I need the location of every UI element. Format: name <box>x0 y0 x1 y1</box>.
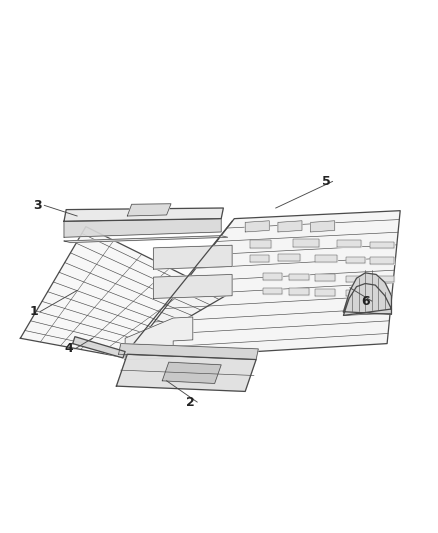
Polygon shape <box>250 255 269 262</box>
Polygon shape <box>315 274 335 281</box>
Polygon shape <box>370 257 394 264</box>
Polygon shape <box>263 288 283 294</box>
Polygon shape <box>343 273 392 316</box>
Text: 1: 1 <box>29 305 38 318</box>
Polygon shape <box>289 274 308 280</box>
Polygon shape <box>315 255 337 262</box>
Polygon shape <box>289 288 308 295</box>
Polygon shape <box>245 221 269 232</box>
Polygon shape <box>125 211 400 360</box>
Polygon shape <box>315 289 335 296</box>
Polygon shape <box>250 240 272 248</box>
Polygon shape <box>64 236 228 243</box>
Polygon shape <box>119 344 258 360</box>
Polygon shape <box>153 245 232 269</box>
Polygon shape <box>125 317 193 360</box>
Polygon shape <box>278 254 300 261</box>
Polygon shape <box>263 273 283 280</box>
Text: 4: 4 <box>64 342 73 356</box>
Polygon shape <box>346 257 365 263</box>
Polygon shape <box>73 337 125 358</box>
Polygon shape <box>153 274 232 298</box>
Text: 3: 3 <box>33 199 42 212</box>
Polygon shape <box>293 239 319 247</box>
Polygon shape <box>64 208 223 221</box>
Polygon shape <box>346 290 365 296</box>
Polygon shape <box>64 219 221 237</box>
Polygon shape <box>20 227 226 357</box>
Polygon shape <box>117 354 256 391</box>
Polygon shape <box>337 240 361 247</box>
Text: 6: 6 <box>361 295 370 308</box>
Polygon shape <box>346 276 365 282</box>
Text: 5: 5 <box>321 175 330 188</box>
Polygon shape <box>162 362 221 383</box>
Polygon shape <box>278 221 302 232</box>
Polygon shape <box>370 276 394 282</box>
Polygon shape <box>370 241 394 248</box>
Text: 2: 2 <box>186 395 195 409</box>
Polygon shape <box>127 204 171 216</box>
Polygon shape <box>311 221 335 232</box>
